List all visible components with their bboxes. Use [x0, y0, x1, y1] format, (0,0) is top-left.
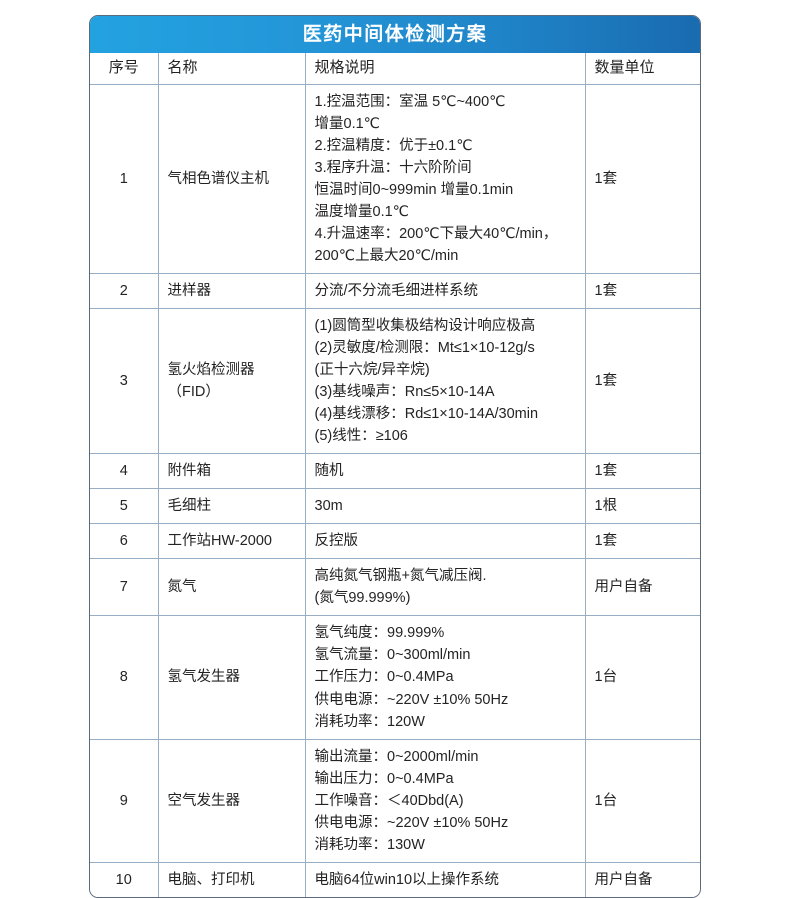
cell-name: 毛细柱 [157, 488, 306, 525]
cell-unit: 用户自备 [584, 861, 700, 897]
cell-name: 空气发生器 [157, 738, 306, 863]
cell-unit: 1套 [584, 83, 700, 275]
cell-name: 进样器 [157, 273, 306, 310]
table-body: 1 气相色谱仪主机 1.控温范围：室温 5℃~400℃ 增量0.1℃ 2.控温精度：… [90, 83, 700, 897]
table-header: 序号 名称 规格说明 数量单位 [90, 53, 700, 85]
table-row: 10 电脑、打印机 电脑64位win10以上操作系统 用户自备 [90, 861, 700, 897]
cell-name: 电脑、打印机 [157, 861, 306, 897]
column-header-name: 名称 [157, 53, 306, 85]
cell-spec: 电脑64位win10以上操作系统 [304, 861, 586, 897]
cell-index: 5 [90, 488, 159, 525]
specification-table: 序号 名称 规格说明 数量单位 1 气相色谱仪主机 1.控温范围：室温 5℃~400… [90, 53, 700, 897]
cell-index: 2 [90, 273, 159, 310]
cell-index: 6 [90, 523, 159, 560]
table-row: 5 毛细柱 30m 1根 [90, 488, 700, 525]
cell-spec: 随机 [304, 453, 586, 490]
cell-name: 氢火焰检测器（FID） [157, 308, 306, 455]
cell-index: 4 [90, 453, 159, 490]
cell-spec: 输出流量：0~2000ml/min 输出压力：0~0.4MPa 工作噪音：＜40… [304, 738, 586, 863]
cell-index: 9 [90, 738, 159, 863]
cell-unit: 1套 [584, 273, 700, 310]
cell-spec: 分流/不分流毛细进样系统 [304, 273, 586, 310]
page-title: 医药中间体检测方案 [302, 24, 488, 45]
table-row: 8 氢气发生器 氢气纯度：99.999% 氢气流量：0~300ml/min 工作压力… [90, 615, 700, 740]
cell-index: 10 [90, 861, 159, 897]
cell-unit: 1套 [584, 453, 700, 490]
cell-unit: 1根 [584, 488, 700, 525]
cell-unit: 1台 [584, 615, 700, 740]
cell-index: 8 [90, 615, 159, 740]
cell-spec: (1)圆筒型收集极结构设计响应极高 (2)灵敏度/检测限：Mt≤1×10-12g… [304, 308, 586, 455]
cell-spec: 1.控温范围：室温 5℃~400℃ 增量0.1℃ 2.控温精度：优于±0.1℃ … [304, 83, 586, 275]
column-header-unit: 数量单位 [584, 53, 700, 85]
table-row: 6 工作站HW-2000 反控版 1套 [90, 523, 700, 560]
cell-unit: 用户自备 [584, 558, 700, 617]
table-row: 2 进样器 分流/不分流毛细进样系统 1套 [90, 273, 700, 310]
cell-name: 氢气发生器 [157, 615, 306, 740]
table-row: 3 氢火焰检测器（FID） (1)圆筒型收集极结构设计响应极高 (2)灵敏度/检测限… [90, 308, 700, 455]
table-header-row: 序号 名称 规格说明 数量单位 [90, 53, 700, 85]
cell-name: 工作站HW-2000 [157, 523, 306, 560]
spec-table-container: 医药中间体检测方案 序号 名称 规格说明 数量单位 1 气相色谱仪主机 1.控温范围… [89, 15, 701, 898]
cell-name: 氮气 [157, 558, 306, 617]
cell-spec: 反控版 [304, 523, 586, 560]
cell-index: 7 [90, 558, 159, 617]
cell-spec: 高纯氮气钢瓶+氮气减压阀. (氮气99.999%) [304, 558, 586, 617]
cell-index: 3 [90, 308, 159, 455]
cell-name: 气相色谱仪主机 [157, 83, 306, 275]
table-row: 9 空气发生器 输出流量：0~2000ml/min 输出压力：0~0.4MPa 工作… [90, 738, 700, 863]
cell-unit: 1套 [584, 523, 700, 560]
column-header-index: 序号 [90, 53, 159, 85]
table-row: 7 氮气 高纯氮气钢瓶+氮气减压阀. (氮气99.999%) 用户自备 [90, 558, 700, 617]
cell-unit: 1台 [584, 738, 700, 863]
document-title-bar: 医药中间体检测方案 [90, 16, 700, 53]
document-page: 医药中间体检测方案 序号 名称 规格说明 数量单位 1 气相色谱仪主机 1.控温范围… [89, 15, 701, 898]
table-row: 4 附件箱 随机 1套 [90, 453, 700, 490]
cell-name: 附件箱 [157, 453, 306, 490]
table-row: 1 气相色谱仪主机 1.控温范围：室温 5℃~400℃ 增量0.1℃ 2.控温精度：… [90, 83, 700, 275]
cell-unit: 1套 [584, 308, 700, 455]
cell-spec: 氢气纯度：99.999% 氢气流量：0~300ml/min 工作压力：0~0.4… [304, 615, 586, 740]
column-header-spec: 规格说明 [304, 53, 586, 85]
cell-index: 1 [90, 83, 159, 275]
cell-spec: 30m [304, 488, 586, 525]
